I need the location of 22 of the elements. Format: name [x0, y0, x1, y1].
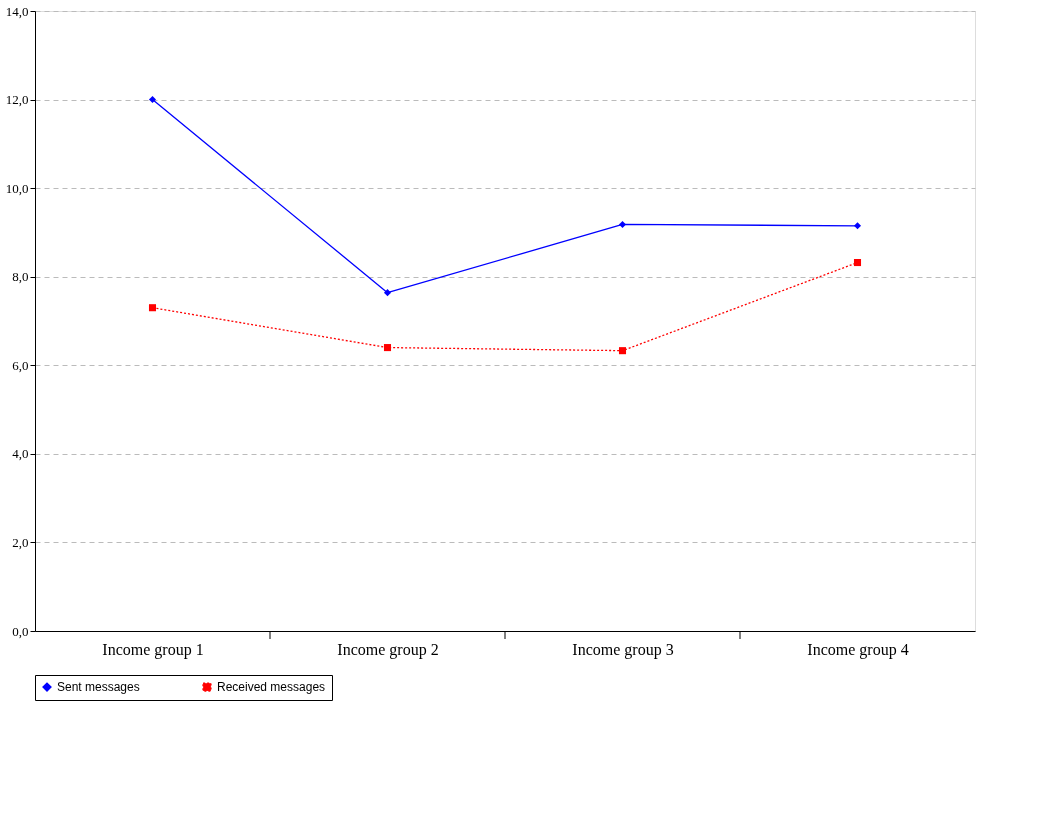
point	[148, 96, 157, 104]
y-tick-label: 10,0	[5, 180, 29, 196]
point	[383, 344, 392, 352]
y-tick-label: 2,0	[12, 534, 29, 550]
y-tick-label: 8,0	[12, 269, 29, 285]
point	[853, 222, 862, 230]
y-tick-label: 6,0	[12, 357, 29, 373]
y-tick-label: 12,0	[5, 92, 29, 108]
y-tick-label: 14,0	[5, 3, 29, 19]
point	[618, 220, 627, 228]
point	[853, 259, 862, 267]
y-tick-label: 4,0	[12, 446, 29, 462]
y-tick-label: 0,0	[12, 623, 29, 639]
point	[383, 289, 392, 297]
x-tick-label: Income group 4	[807, 640, 909, 659]
x-tick-label: Income group 2	[337, 640, 439, 659]
point	[148, 304, 157, 312]
point	[618, 347, 627, 355]
legend-label: Sent messages	[57, 680, 140, 695]
x-tick-label: Income group 1	[102, 640, 204, 659]
x-tick-label: Income group 3	[572, 640, 674, 659]
legend-label: Received messages	[217, 680, 326, 695]
